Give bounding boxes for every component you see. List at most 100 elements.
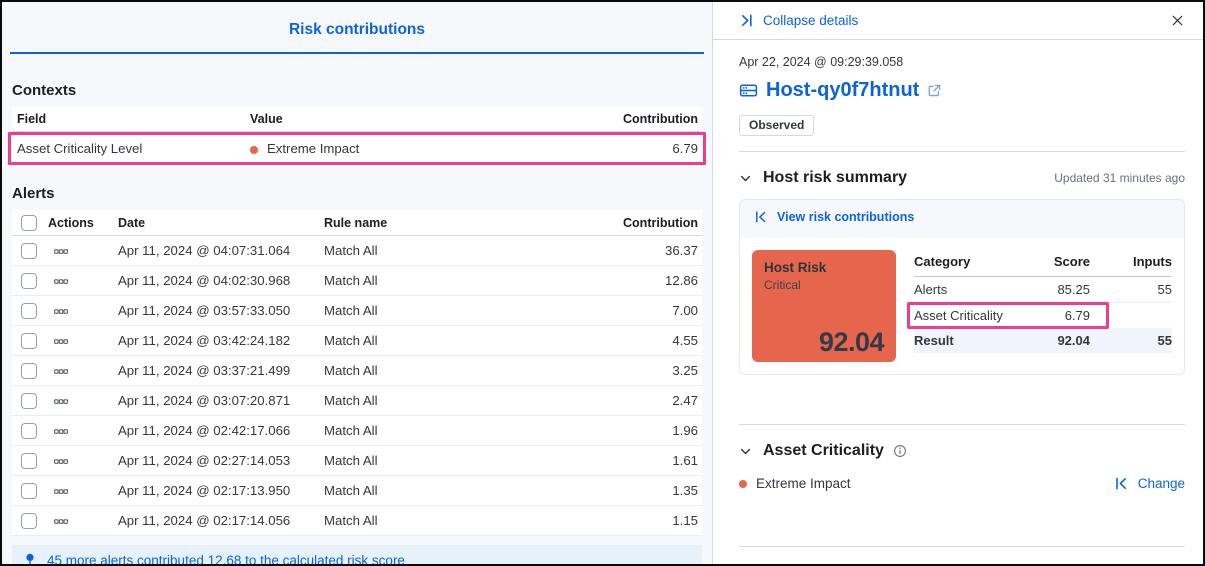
- alert-date: Apr 11, 2024 @ 04:02:30.968: [118, 273, 291, 288]
- row-checkbox[interactable]: [21, 272, 37, 289]
- alert-contribution: 4.55: [672, 333, 698, 348]
- risk-card-level: Critical: [764, 278, 801, 292]
- contexts-heading: Contexts: [12, 82, 77, 99]
- host-details-flyout: Collapse details Apr 22, 2024 @ 09:29:39…: [712, 2, 1203, 564]
- section-title[interactable]: Host risk summary: [763, 169, 908, 186]
- criticality-dot-icon: [250, 145, 258, 154]
- contexts-table-header: Field Value Contribution: [12, 107, 702, 132]
- alert-contribution: 1.96: [672, 423, 698, 438]
- arrow-left-to-line-icon: [1115, 477, 1126, 490]
- row-checkbox[interactable]: [21, 452, 37, 469]
- col-contribution: Contribution: [623, 112, 698, 126]
- alert-row: Apr 11, 2024 @ 03:37:21.499 Match All 3.…: [12, 356, 702, 386]
- actions-menu-icon[interactable]: [48, 513, 118, 528]
- more-alerts-callout: 45 more alerts contributed 12.68 to the …: [12, 545, 702, 566]
- divider: [739, 151, 1185, 152]
- alert-contribution: 1.35: [672, 483, 698, 498]
- risk-card-title: Host Risk: [764, 260, 827, 275]
- alert-contribution: 2.47: [672, 393, 698, 408]
- criticality-value: Extreme Impact: [756, 476, 851, 491]
- actions-menu-icon[interactable]: [48, 303, 118, 318]
- actions-menu-icon[interactable]: [48, 243, 118, 258]
- actions-menu-icon[interactable]: [48, 483, 118, 498]
- alert-date: Apr 11, 2024 @ 03:42:24.182: [118, 333, 291, 348]
- row-checkbox[interactable]: [21, 302, 37, 319]
- divider: [739, 424, 1185, 425]
- alert-contribution: 3.25: [672, 363, 698, 378]
- col-date: Date: [118, 215, 146, 230]
- alert-row: Apr 11, 2024 @ 02:42:17.066 Match All 1.…: [12, 416, 702, 446]
- alert-row: Apr 11, 2024 @ 02:17:14.056 Match All 1.…: [12, 506, 702, 536]
- alert-rule: Match All: [324, 303, 378, 318]
- chevron-down-icon[interactable]: [739, 445, 752, 458]
- alert-row: Apr 11, 2024 @ 04:07:31.064 Match All 36…: [12, 236, 702, 266]
- actions-menu-icon[interactable]: [48, 453, 118, 468]
- chevron-down-icon[interactable]: [739, 172, 752, 185]
- risk-summary-updated: Updated 31 minutes ago: [1054, 171, 1185, 185]
- alert-contribution: 1.61: [672, 453, 698, 468]
- external-link-icon[interactable]: [927, 83, 942, 98]
- alert-row: Apr 11, 2024 @ 03:07:20.871 Match All 2.…: [12, 386, 702, 416]
- alert-contribution: 1.15: [672, 513, 698, 528]
- alert-row: Apr 11, 2024 @ 02:27:14.053 Match All 1.…: [12, 446, 702, 476]
- criticality-dot-icon: [739, 479, 747, 488]
- actions-menu-icon[interactable]: [48, 273, 118, 288]
- alert-date: Apr 11, 2024 @ 02:27:14.053: [118, 453, 291, 468]
- collapse-details-button[interactable]: Collapse details: [739, 13, 858, 28]
- alert-rule: Match All: [324, 393, 378, 408]
- alert-rule: Match All: [324, 423, 378, 438]
- alert-date: Apr 11, 2024 @ 04:07:31.064: [118, 243, 291, 258]
- context-field: Asset Criticality Level: [17, 141, 143, 156]
- actions-menu-icon[interactable]: [48, 363, 118, 378]
- host-name-link[interactable]: Host-qy0f7htnut: [766, 79, 920, 101]
- col-rule-name: Rule name: [324, 215, 388, 230]
- row-checkbox[interactable]: [21, 362, 37, 379]
- info-icon[interactable]: [893, 444, 907, 458]
- row-checkbox[interactable]: [21, 332, 37, 349]
- section-title[interactable]: Asset Criticality: [763, 442, 884, 459]
- title-underline: [10, 52, 704, 54]
- row-checkbox[interactable]: [21, 512, 37, 529]
- alert-rule: Match All: [324, 453, 378, 468]
- change-criticality-button[interactable]: Change: [1114, 476, 1185, 491]
- callout-text: 45 more alerts contributed 12.68 to the …: [47, 552, 405, 566]
- risk-contributions-panel: Risk contributions Contexts Field Value …: [2, 2, 712, 564]
- alerts-table: Actions Date Rule name Contribution Apr …: [12, 210, 702, 536]
- risk-card-score: 92.04: [818, 327, 885, 357]
- col-field: Field: [17, 112, 47, 126]
- flyout-header: Collapse details: [713, 2, 1203, 40]
- view-risk-contributions-button[interactable]: View risk contributions: [754, 210, 914, 224]
- context-contribution: 6.79: [672, 141, 698, 156]
- alert-contribution: 7.00: [672, 303, 698, 318]
- host-icon: [739, 84, 758, 97]
- alert-row: Apr 11, 2024 @ 03:57:33.050 Match All 7.…: [12, 296, 702, 326]
- contexts-table: Field Value Contribution Asset Criticali…: [8, 107, 706, 165]
- alert-row: Apr 11, 2024 @ 02:17:13.950 Match All 1.…: [12, 476, 702, 506]
- asset-criticality-value-row: Extreme Impact Change: [739, 476, 1185, 491]
- risk-category-table: Category Score Inputs Alerts 85.25 55 As…: [907, 251, 1172, 362]
- alert-rule: Match All: [324, 513, 378, 528]
- row-checkbox[interactable]: [21, 242, 37, 259]
- select-all-checkbox[interactable]: [21, 214, 37, 231]
- alert-date: Apr 11, 2024 @ 03:57:33.050: [118, 303, 291, 318]
- alert-contribution: 12.86: [664, 273, 698, 288]
- alert-contribution: 36.37: [664, 243, 698, 258]
- alert-rule: Match All: [324, 243, 378, 258]
- risk-table-header: Category Score Inputs: [914, 251, 1172, 277]
- actions-menu-icon[interactable]: [48, 393, 118, 408]
- close-icon[interactable]: [1170, 13, 1185, 28]
- divider: [739, 546, 1185, 547]
- alert-date: Apr 11, 2024 @ 02:17:13.950: [118, 483, 291, 498]
- contexts-row-highlighted: Asset Criticality Level Extreme Impact 6…: [8, 132, 706, 165]
- row-checkbox[interactable]: [21, 482, 37, 499]
- asset-criticality-header: Asset Criticality: [739, 442, 1185, 460]
- row-checkbox[interactable]: [21, 392, 37, 409]
- pin-icon: [26, 553, 34, 564]
- row-checkbox[interactable]: [21, 422, 37, 439]
- alert-rule: Match All: [324, 333, 378, 348]
- alert-rule: Match All: [324, 363, 378, 378]
- actions-menu-icon[interactable]: [48, 333, 118, 348]
- observed-badge: Observed: [739, 115, 815, 136]
- actions-menu-icon[interactable]: [48, 423, 118, 438]
- alert-date: Apr 11, 2024 @ 03:37:21.499: [118, 363, 291, 378]
